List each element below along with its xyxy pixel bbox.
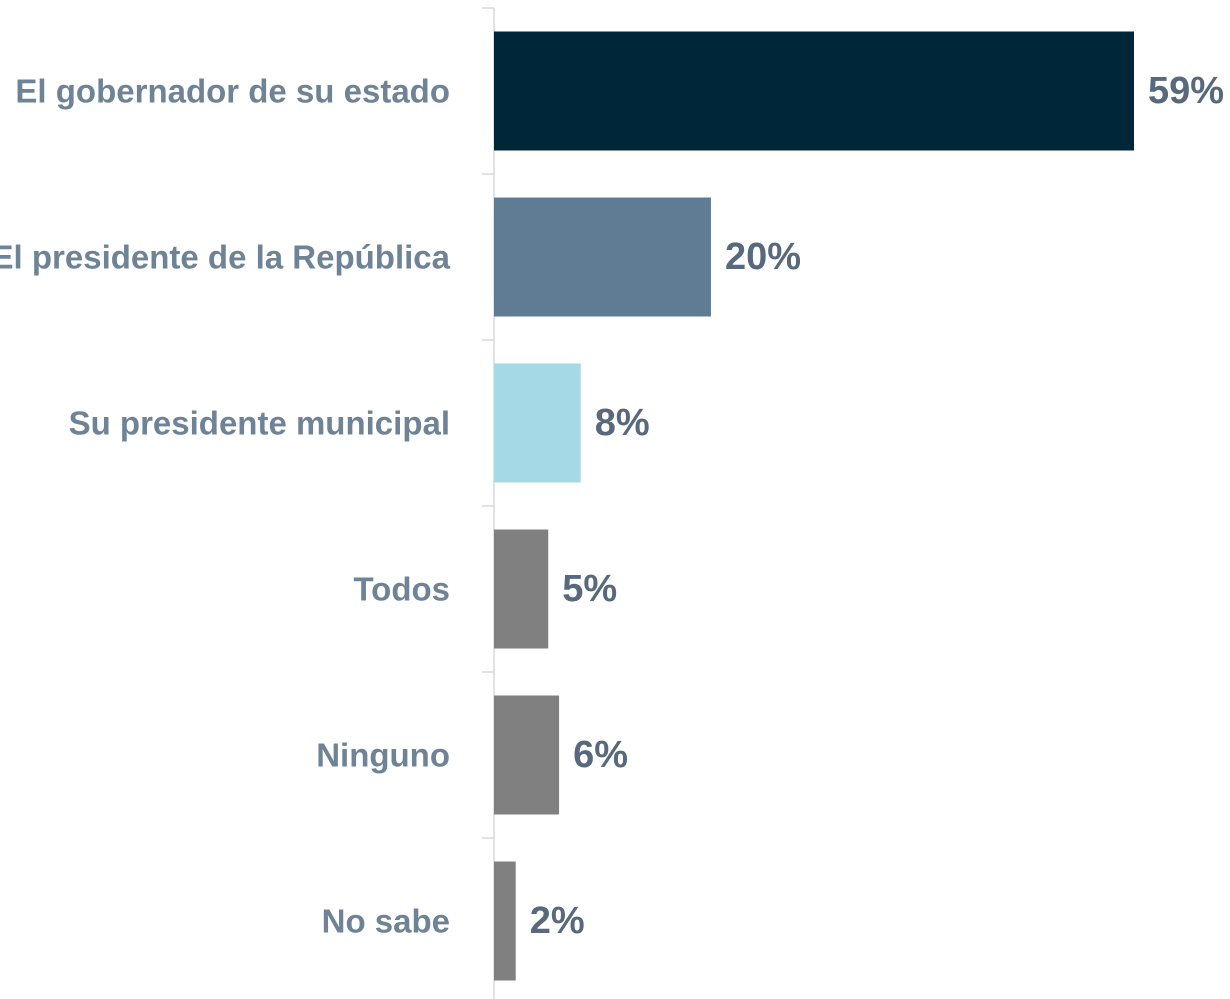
bar (494, 695, 560, 815)
category-label: Ninguno (316, 737, 450, 774)
bars-group (494, 31, 1134, 981)
bar (494, 31, 1134, 151)
bar (494, 529, 549, 649)
value-labels: 59% 20% 8% 5% 6% 2% (530, 70, 1224, 942)
value-label: 59% (1148, 70, 1224, 112)
bar (494, 363, 581, 483)
bar (494, 197, 711, 317)
bar (494, 861, 516, 981)
value-label: 6% (573, 734, 628, 776)
category-label: El gobernador de su estado (15, 73, 450, 110)
value-label: 8% (595, 402, 650, 444)
category-labels: El gobernador de su estado El presidente … (0, 73, 451, 940)
category-label: El presidente de la República (0, 239, 451, 276)
value-label: 2% (530, 900, 585, 942)
category-label: Su presidente municipal (69, 405, 450, 442)
category-label: Todos (353, 571, 450, 608)
value-label: 5% (562, 568, 617, 610)
category-axis-ticks (482, 7, 494, 839)
value-label: 20% (725, 236, 801, 278)
category-label: No sabe (322, 903, 450, 940)
